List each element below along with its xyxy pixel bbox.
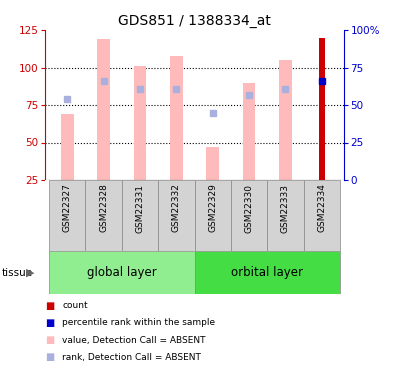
Bar xyxy=(170,56,183,180)
Bar xyxy=(49,180,85,251)
Bar xyxy=(206,147,219,180)
Text: GSM22332: GSM22332 xyxy=(172,184,181,232)
Bar xyxy=(158,180,195,251)
Text: percentile rank within the sample: percentile rank within the sample xyxy=(62,318,215,327)
Bar xyxy=(194,180,231,251)
Text: GSM22333: GSM22333 xyxy=(281,184,290,232)
Bar xyxy=(49,251,194,294)
Bar xyxy=(97,39,110,180)
Text: value, Detection Call = ABSENT: value, Detection Call = ABSENT xyxy=(62,336,205,345)
Bar xyxy=(243,82,256,180)
Bar xyxy=(279,60,292,180)
Text: orbital layer: orbital layer xyxy=(231,266,303,279)
Text: count: count xyxy=(62,301,88,310)
Text: rank, Detection Call = ABSENT: rank, Detection Call = ABSENT xyxy=(62,353,201,362)
Text: GSM22334: GSM22334 xyxy=(317,184,326,232)
Text: GSM22329: GSM22329 xyxy=(208,184,217,232)
Bar xyxy=(134,66,147,180)
Bar xyxy=(319,38,325,180)
Bar xyxy=(85,180,122,251)
Text: ▶: ▶ xyxy=(26,268,35,278)
Text: GSM22331: GSM22331 xyxy=(135,184,145,232)
Text: ■: ■ xyxy=(45,335,55,345)
Text: ■: ■ xyxy=(45,318,55,328)
Bar xyxy=(267,180,304,251)
Bar xyxy=(194,251,340,294)
Text: GSM22328: GSM22328 xyxy=(99,184,108,232)
Text: GSM22327: GSM22327 xyxy=(63,184,72,232)
Text: ■: ■ xyxy=(45,301,55,310)
Text: GSM22330: GSM22330 xyxy=(245,184,254,232)
Bar xyxy=(122,180,158,251)
Text: ■: ■ xyxy=(45,352,55,362)
Bar xyxy=(61,114,73,180)
Title: GDS851 / 1388334_at: GDS851 / 1388334_at xyxy=(118,13,271,28)
Text: tissue: tissue xyxy=(2,268,33,278)
Bar xyxy=(304,180,340,251)
Bar xyxy=(231,180,267,251)
Text: global layer: global layer xyxy=(87,266,157,279)
